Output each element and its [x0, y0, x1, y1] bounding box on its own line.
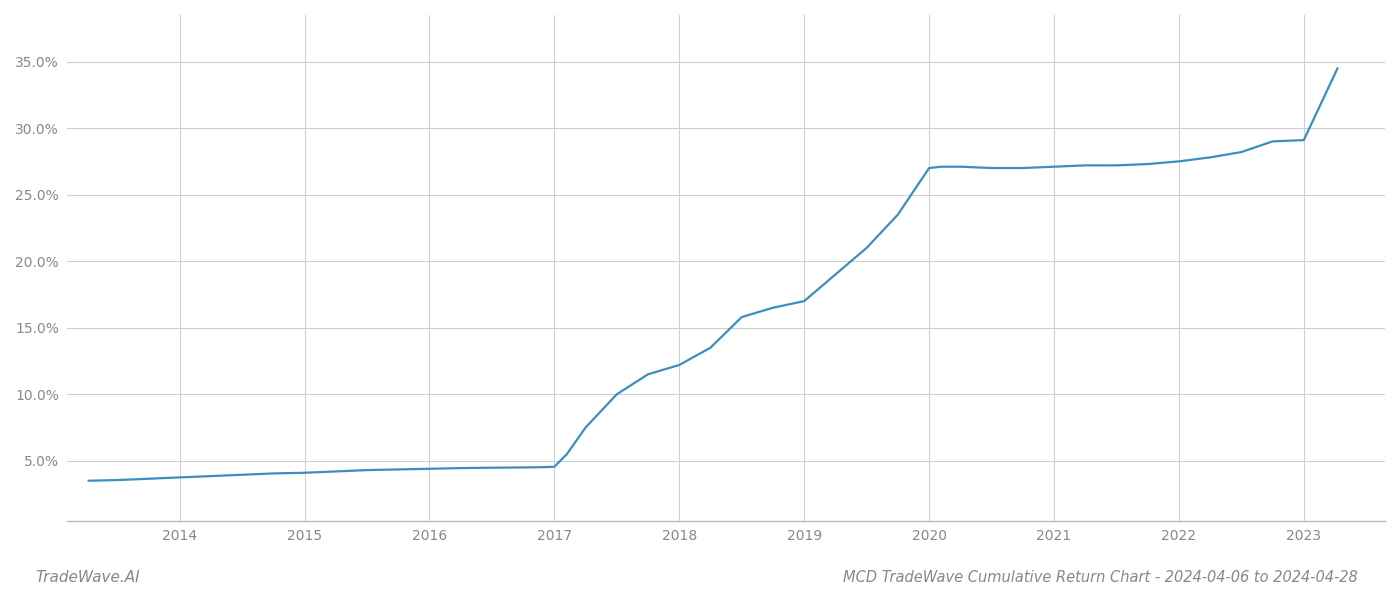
Text: MCD TradeWave Cumulative Return Chart - 2024-04-06 to 2024-04-28: MCD TradeWave Cumulative Return Chart - …: [843, 570, 1358, 585]
Text: TradeWave.AI: TradeWave.AI: [35, 570, 140, 585]
